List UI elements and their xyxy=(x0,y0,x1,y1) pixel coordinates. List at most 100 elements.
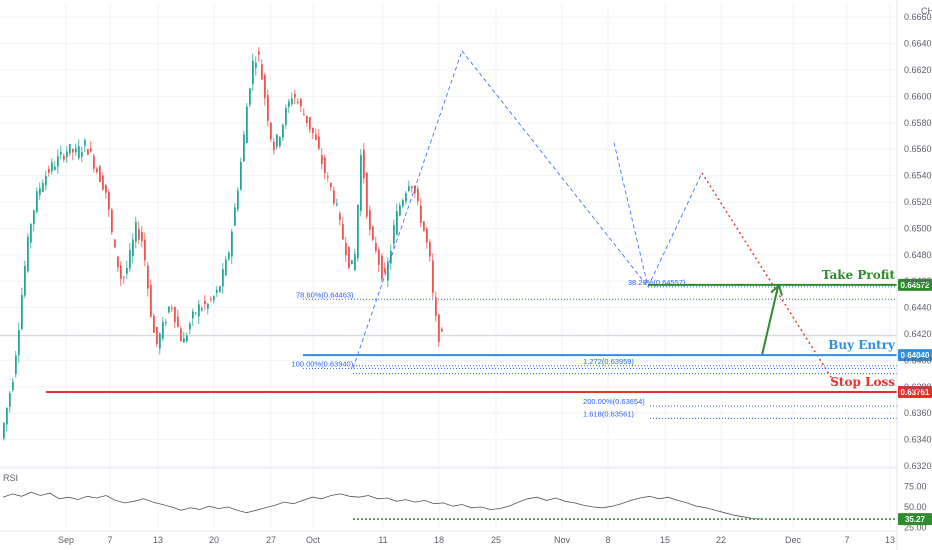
candle xyxy=(105,184,107,199)
candle xyxy=(384,262,386,274)
candle-body xyxy=(255,62,257,68)
candle-body xyxy=(414,185,416,194)
candle-body xyxy=(93,155,95,169)
candle xyxy=(42,179,44,193)
candle xyxy=(321,147,323,170)
candle xyxy=(363,142,365,184)
candle xyxy=(222,263,224,294)
candle xyxy=(300,97,302,113)
candle xyxy=(108,189,110,217)
candle-body xyxy=(381,255,383,280)
candle xyxy=(303,108,305,116)
candle-body xyxy=(204,300,206,305)
candle-body xyxy=(111,209,113,233)
candle xyxy=(294,90,296,105)
candle xyxy=(396,203,398,236)
candle-body xyxy=(57,156,59,167)
pattern-dashed-line xyxy=(647,172,703,288)
price-candles[interactable] xyxy=(3,47,443,441)
candle-body xyxy=(216,289,218,293)
candle-body xyxy=(333,190,335,204)
candle-body xyxy=(426,228,428,243)
candle xyxy=(204,294,206,310)
candle xyxy=(336,198,338,207)
candle-body xyxy=(279,137,281,146)
candle xyxy=(408,180,410,193)
candle-body xyxy=(348,246,350,268)
candle xyxy=(318,129,320,151)
candle xyxy=(213,295,215,304)
candle-body xyxy=(411,186,413,188)
candle-body xyxy=(156,327,158,345)
candle-body xyxy=(273,141,275,151)
candle-body xyxy=(309,117,311,130)
candle xyxy=(420,198,422,228)
candle xyxy=(240,157,242,192)
candle xyxy=(96,166,98,175)
candle xyxy=(201,305,203,312)
candle-body xyxy=(243,134,245,162)
candle-body xyxy=(246,106,248,144)
candle xyxy=(237,186,239,212)
candle-body xyxy=(135,221,137,242)
candle xyxy=(138,221,140,245)
candle-body xyxy=(360,154,362,211)
candle-body xyxy=(195,312,197,314)
candle-body xyxy=(174,307,176,323)
candle-body xyxy=(75,148,77,153)
stop-loss-price-tag xyxy=(898,385,932,398)
candle-body xyxy=(225,259,227,276)
candle-body xyxy=(63,155,65,160)
candle-body xyxy=(327,176,329,178)
candle-body xyxy=(432,260,434,293)
candle-body xyxy=(171,307,173,309)
candle-body xyxy=(189,323,191,330)
candle-body xyxy=(234,207,236,226)
candle-body xyxy=(387,261,389,281)
candle-body xyxy=(408,186,410,191)
candle xyxy=(342,217,344,241)
candle xyxy=(60,145,62,160)
candle xyxy=(165,319,167,327)
candle-body xyxy=(264,75,266,99)
candle xyxy=(45,170,47,191)
buy-entry-label: Buy Entry xyxy=(828,338,896,352)
candle xyxy=(159,331,161,355)
candle xyxy=(63,153,65,163)
candle xyxy=(93,153,95,173)
candle xyxy=(99,164,101,182)
fib-label: 1.618(0.63561) xyxy=(583,409,634,418)
x-tick-label: Sep xyxy=(58,535,74,545)
candle-body xyxy=(30,224,32,243)
candle-body xyxy=(207,303,209,309)
candle-body xyxy=(231,231,233,257)
candle xyxy=(291,92,293,107)
candle xyxy=(9,391,11,413)
candle-body xyxy=(168,306,170,313)
candle-body xyxy=(162,322,164,339)
candle-body xyxy=(150,284,152,317)
candle xyxy=(18,322,20,363)
candle-body xyxy=(120,265,122,279)
candle xyxy=(171,304,173,313)
candle xyxy=(282,123,284,141)
candle xyxy=(258,47,260,62)
candle-body xyxy=(237,190,239,210)
candle-body xyxy=(192,311,194,319)
candle xyxy=(168,306,170,314)
candle xyxy=(429,238,431,262)
x-tick-label: 22 xyxy=(716,535,726,545)
candle-body xyxy=(336,203,338,205)
candle xyxy=(87,148,89,155)
candle-body xyxy=(441,329,443,332)
candle-body xyxy=(429,241,431,257)
candle-body xyxy=(96,168,98,172)
candle-body xyxy=(213,296,215,301)
x-tick-label: 11 xyxy=(378,535,387,545)
candle xyxy=(348,246,350,270)
candle xyxy=(207,302,209,315)
